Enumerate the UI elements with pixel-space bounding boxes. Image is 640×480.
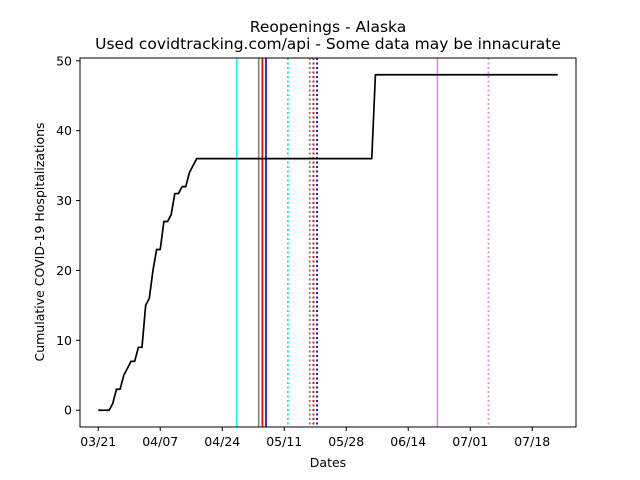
- x-tick-label-1: 04/07: [142, 434, 178, 449]
- y-tick-label-5: 50: [56, 53, 72, 68]
- plot-frame: [79, 57, 577, 428]
- y-tick-label-0: 0: [64, 403, 72, 418]
- y-tick-label-2: 20: [56, 263, 72, 278]
- x-tick-label-6: 07/01: [452, 434, 488, 449]
- x-tick-label-7: 07/18: [514, 434, 550, 449]
- series-line-0: [98, 73, 558, 412]
- y-tick-label-4: 40: [56, 123, 72, 138]
- x-tick-label-0: 03/21: [80, 434, 116, 449]
- chart-subtitle: Used covidtracking.com/api - Some data m…: [95, 35, 561, 53]
- x-tick-label-4: 05/28: [328, 434, 364, 449]
- chart-title: Reopenings - Alaska: [250, 18, 406, 36]
- y-axis-label: Cumulative COVID-19 Hospitalizations: [32, 122, 47, 361]
- plot-area: 03/21 04/07 04/24 05/11 05/28 06/14 07/01 07/18…: [56, 53, 577, 449]
- y-tick-label-1: 10: [56, 333, 72, 348]
- x-tick-label-2: 04/24: [204, 434, 240, 449]
- x-tick-label-3: 05/11: [266, 434, 302, 449]
- y-tick-label-3: 30: [56, 193, 72, 208]
- x-axis-label: Dates: [310, 455, 346, 470]
- x-tick-label-5: 06/14: [390, 434, 426, 449]
